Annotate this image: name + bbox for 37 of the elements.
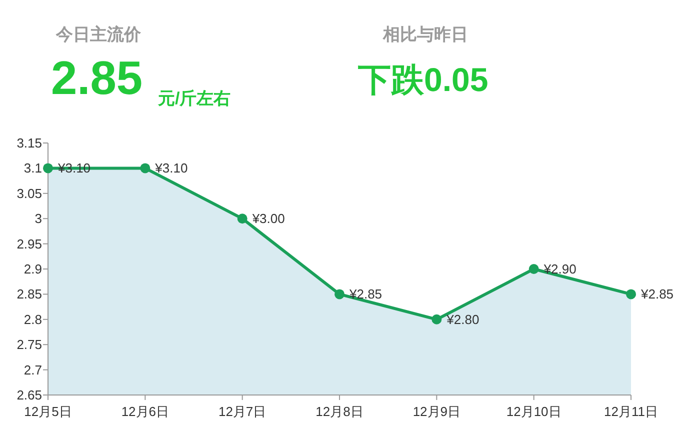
x-tick-label: 12月11日: [604, 404, 658, 419]
data-label: ¥2.85: [640, 286, 674, 302]
data-label: ¥3.10: [154, 160, 188, 176]
point: [528, 264, 539, 274]
x-tick-label: 12月5日: [24, 404, 72, 419]
y-tick-label: 2.8: [24, 312, 42, 327]
annotation: 元/斤左右: [158, 89, 231, 108]
data-label: ¥2.80: [446, 312, 480, 327]
point: [43, 163, 53, 174]
annotation: 下跌0.05: [358, 61, 488, 98]
y-tick-label: 3.15: [16, 136, 42, 150]
annotation: 2.85: [51, 51, 142, 104]
y-tick-label: 3.05: [16, 186, 42, 201]
point: [237, 214, 248, 224]
x-tick-label: 12月10日: [506, 404, 562, 419]
y-tick-label: 2.65: [16, 388, 42, 402]
point: [626, 289, 636, 300]
y-tick-label: 2.7: [24, 362, 42, 378]
point: [140, 163, 150, 174]
data-label: ¥3.00: [251, 211, 285, 226]
annotation: 今日主流价: [56, 25, 141, 44]
y-tick-label: 2.95: [16, 236, 42, 252]
x-tick-label: 12月9日: [412, 404, 461, 419]
y-tick-label: 2.85: [16, 286, 42, 302]
data-label: ¥3.10: [57, 160, 91, 176]
point: [432, 314, 442, 324]
y-tick-label: 3.1: [24, 160, 42, 176]
data-label: ¥2.90: [542, 262, 576, 276]
x-tick-label: 12月7日: [218, 404, 266, 419]
y-tick-label: 3: [34, 211, 42, 226]
x-tick-label: 12月6日: [121, 404, 170, 419]
annotation: 相比与昨日: [383, 25, 468, 44]
point: [334, 289, 344, 300]
x-tick-label: 12月8日: [316, 404, 364, 419]
data-label: ¥2.85: [348, 286, 382, 302]
y-tick-label: 2.9: [24, 262, 42, 276]
y-tick-label: 2.75: [16, 337, 42, 352]
